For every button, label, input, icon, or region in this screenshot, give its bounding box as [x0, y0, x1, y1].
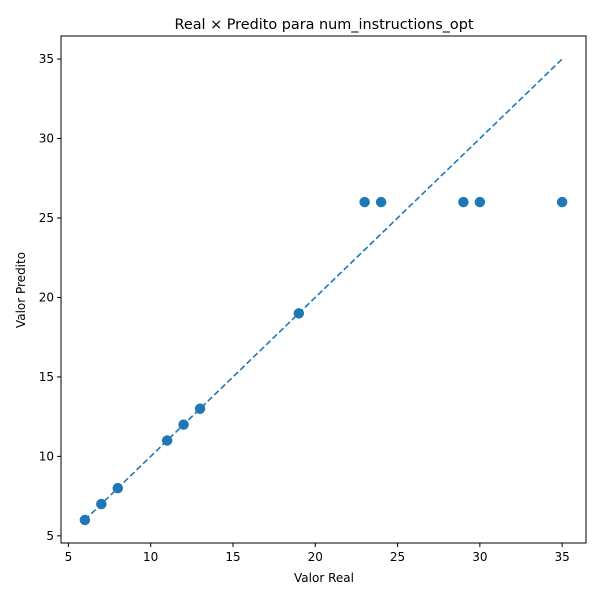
plot-frame: [60, 35, 587, 544]
x-tick-label-25: 25: [390, 550, 405, 564]
chart-title: Real × Predito para num_instructions_opt: [174, 17, 473, 33]
y-tick-label-5: 5: [46, 529, 54, 543]
x-tick-label-20: 20: [308, 550, 323, 564]
data-point-8: [375, 196, 387, 208]
x-tick-label-5: 5: [65, 550, 73, 564]
y-axis-label: Valor Predito: [14, 252, 28, 328]
reference-line: [84, 58, 563, 521]
data-point-10: [474, 196, 486, 208]
y-tick-label-25: 25: [39, 211, 54, 225]
data-point-9: [458, 196, 469, 208]
x-axis: 5 10 15 20 25 30 35: [65, 543, 570, 564]
y-tick-label-20: 20: [39, 290, 54, 304]
plot-marks: [79, 58, 568, 526]
data-point-11: [556, 196, 568, 208]
x-tick-label-35: 35: [554, 550, 569, 564]
data-point-7: [359, 196, 370, 208]
y-tick-label-15: 15: [39, 370, 54, 384]
x-tick-label-10: 10: [143, 550, 158, 564]
x-tick-label-15: 15: [225, 550, 240, 564]
x-axis-label: Valor Real: [294, 571, 354, 585]
x-tick-label-30: 30: [472, 550, 487, 564]
y-tick-label-30: 30: [39, 132, 54, 146]
y-tick-label-10: 10: [39, 449, 54, 463]
y-axis: 5 10 15 20 25 30 35: [39, 52, 61, 543]
y-tick-label-35: 35: [39, 52, 54, 66]
